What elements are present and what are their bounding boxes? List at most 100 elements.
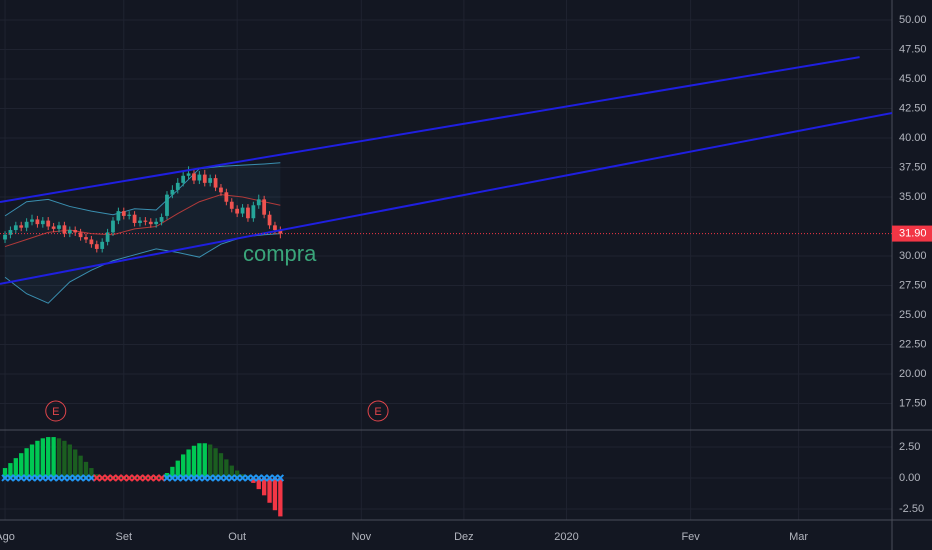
x-tick-label: Mar <box>789 531 808 543</box>
candle-body <box>229 201 234 209</box>
candle-body <box>116 211 121 221</box>
annotation: compra <box>243 241 317 266</box>
y-tick-label: -2.50 <box>899 503 924 515</box>
candle-body <box>262 199 267 215</box>
y-tick-label: 27.50 <box>899 279 927 291</box>
oscillator-bar <box>164 473 170 478</box>
oscillator-bar <box>51 437 56 478</box>
candle-body <box>13 225 18 231</box>
candle-body <box>251 205 256 219</box>
squeeze-dot <box>276 474 285 482</box>
candle-body <box>256 199 261 206</box>
candle-body <box>278 230 283 234</box>
oscillator-bar <box>208 444 213 478</box>
x-tick-label: 2020 <box>554 531 578 543</box>
x-tick-label: Dez <box>454 531 474 543</box>
y-tick-label: 47.50 <box>899 43 927 55</box>
oscillator-bar <box>83 461 89 478</box>
oscillator-bar <box>19 453 24 478</box>
candle-body <box>62 225 67 234</box>
candle-body <box>111 220 115 233</box>
candle-body <box>132 214 137 223</box>
oscillator-bar <box>218 453 224 478</box>
candle-body <box>240 207 245 214</box>
candle-body <box>84 237 88 240</box>
candle-body <box>197 174 202 181</box>
x-tick-label: Set <box>116 531 133 543</box>
last-price-label: 31.90 <box>899 227 927 239</box>
candle-body <box>267 214 272 226</box>
candle-body <box>19 225 24 228</box>
oscillator-bar <box>35 440 40 478</box>
candle-body <box>165 194 169 216</box>
trendline <box>0 112 893 285</box>
y-tick-label: 40.00 <box>899 132 927 144</box>
oscillator-bar <box>234 470 240 478</box>
oscillator-bar <box>278 477 283 517</box>
x-tick-label: Out <box>228 531 246 543</box>
candle-body <box>30 219 34 222</box>
candle-body <box>100 241 105 249</box>
y-tick-label: 22.50 <box>899 338 927 350</box>
oscillator-bar <box>256 477 261 490</box>
oscillator-bar <box>62 440 67 478</box>
candle-body <box>159 217 164 222</box>
candle-body <box>143 220 148 222</box>
candle-body <box>208 178 213 183</box>
oscillator-bar <box>272 477 278 511</box>
candle-body <box>181 175 186 183</box>
candle-body <box>192 173 196 181</box>
oscillator-bar <box>56 438 62 478</box>
candle-body <box>246 207 250 219</box>
oscillator-bar <box>191 445 197 478</box>
y-tick-label: 35.00 <box>899 191 927 203</box>
candle-body <box>78 232 83 238</box>
candle-body <box>219 187 223 193</box>
oscillator-bar <box>8 463 13 478</box>
earnings-marker <box>45 400 67 422</box>
oscillator-bar <box>267 477 272 503</box>
oscillator-bar <box>78 455 83 478</box>
y-tick-label: 30.00 <box>899 250 927 262</box>
candle-body <box>89 239 94 245</box>
candle-body <box>57 225 61 229</box>
oscillator-bar <box>67 444 72 478</box>
x-tick-label: Ago <box>0 531 15 543</box>
x-tick-label: Nov <box>352 531 372 543</box>
oscillator-bar <box>46 437 51 478</box>
earnings-label: E <box>374 406 381 418</box>
oscillator-bar <box>73 449 78 478</box>
oscillator-bar <box>94 474 99 478</box>
oscillator-bar <box>240 474 245 478</box>
earnings-label: E <box>52 406 59 418</box>
candle-body <box>35 219 40 225</box>
candle-body <box>213 178 218 188</box>
candle-body <box>235 208 240 214</box>
last-price-box <box>892 225 932 242</box>
candle-body <box>202 174 207 183</box>
oscillator-bar <box>170 466 175 478</box>
oscillator-bar <box>261 477 267 496</box>
candle-body <box>3 234 7 240</box>
candle-body <box>8 230 13 235</box>
y-tick-label: 20.00 <box>899 368 927 380</box>
oscillator-bar <box>2 468 8 478</box>
oscillator-bar <box>197 443 202 478</box>
candle-body <box>273 225 277 231</box>
y-tick-label: 2.50 <box>899 441 920 453</box>
oscillator-bar <box>24 448 29 478</box>
oscillator-bar <box>89 468 94 478</box>
oscillator-bar <box>186 449 191 478</box>
oscillator-bar <box>175 460 180 478</box>
oscillator-bar <box>40 438 45 478</box>
candle-body <box>46 220 51 227</box>
candle-body <box>138 220 142 223</box>
trendline <box>0 56 860 203</box>
candle-body <box>105 232 110 242</box>
y-tick-label: 42.50 <box>899 102 927 114</box>
y-tick-label: 25.00 <box>899 309 927 321</box>
candle-body <box>175 182 180 190</box>
y-tick-label: 0.00 <box>899 472 920 484</box>
oscillator-bar <box>213 448 218 478</box>
